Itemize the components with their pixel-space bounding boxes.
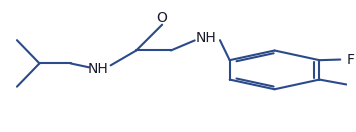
Text: F: F [346, 53, 355, 67]
Text: O: O [157, 11, 168, 25]
Text: NH: NH [87, 62, 108, 76]
Text: NH: NH [196, 31, 216, 45]
